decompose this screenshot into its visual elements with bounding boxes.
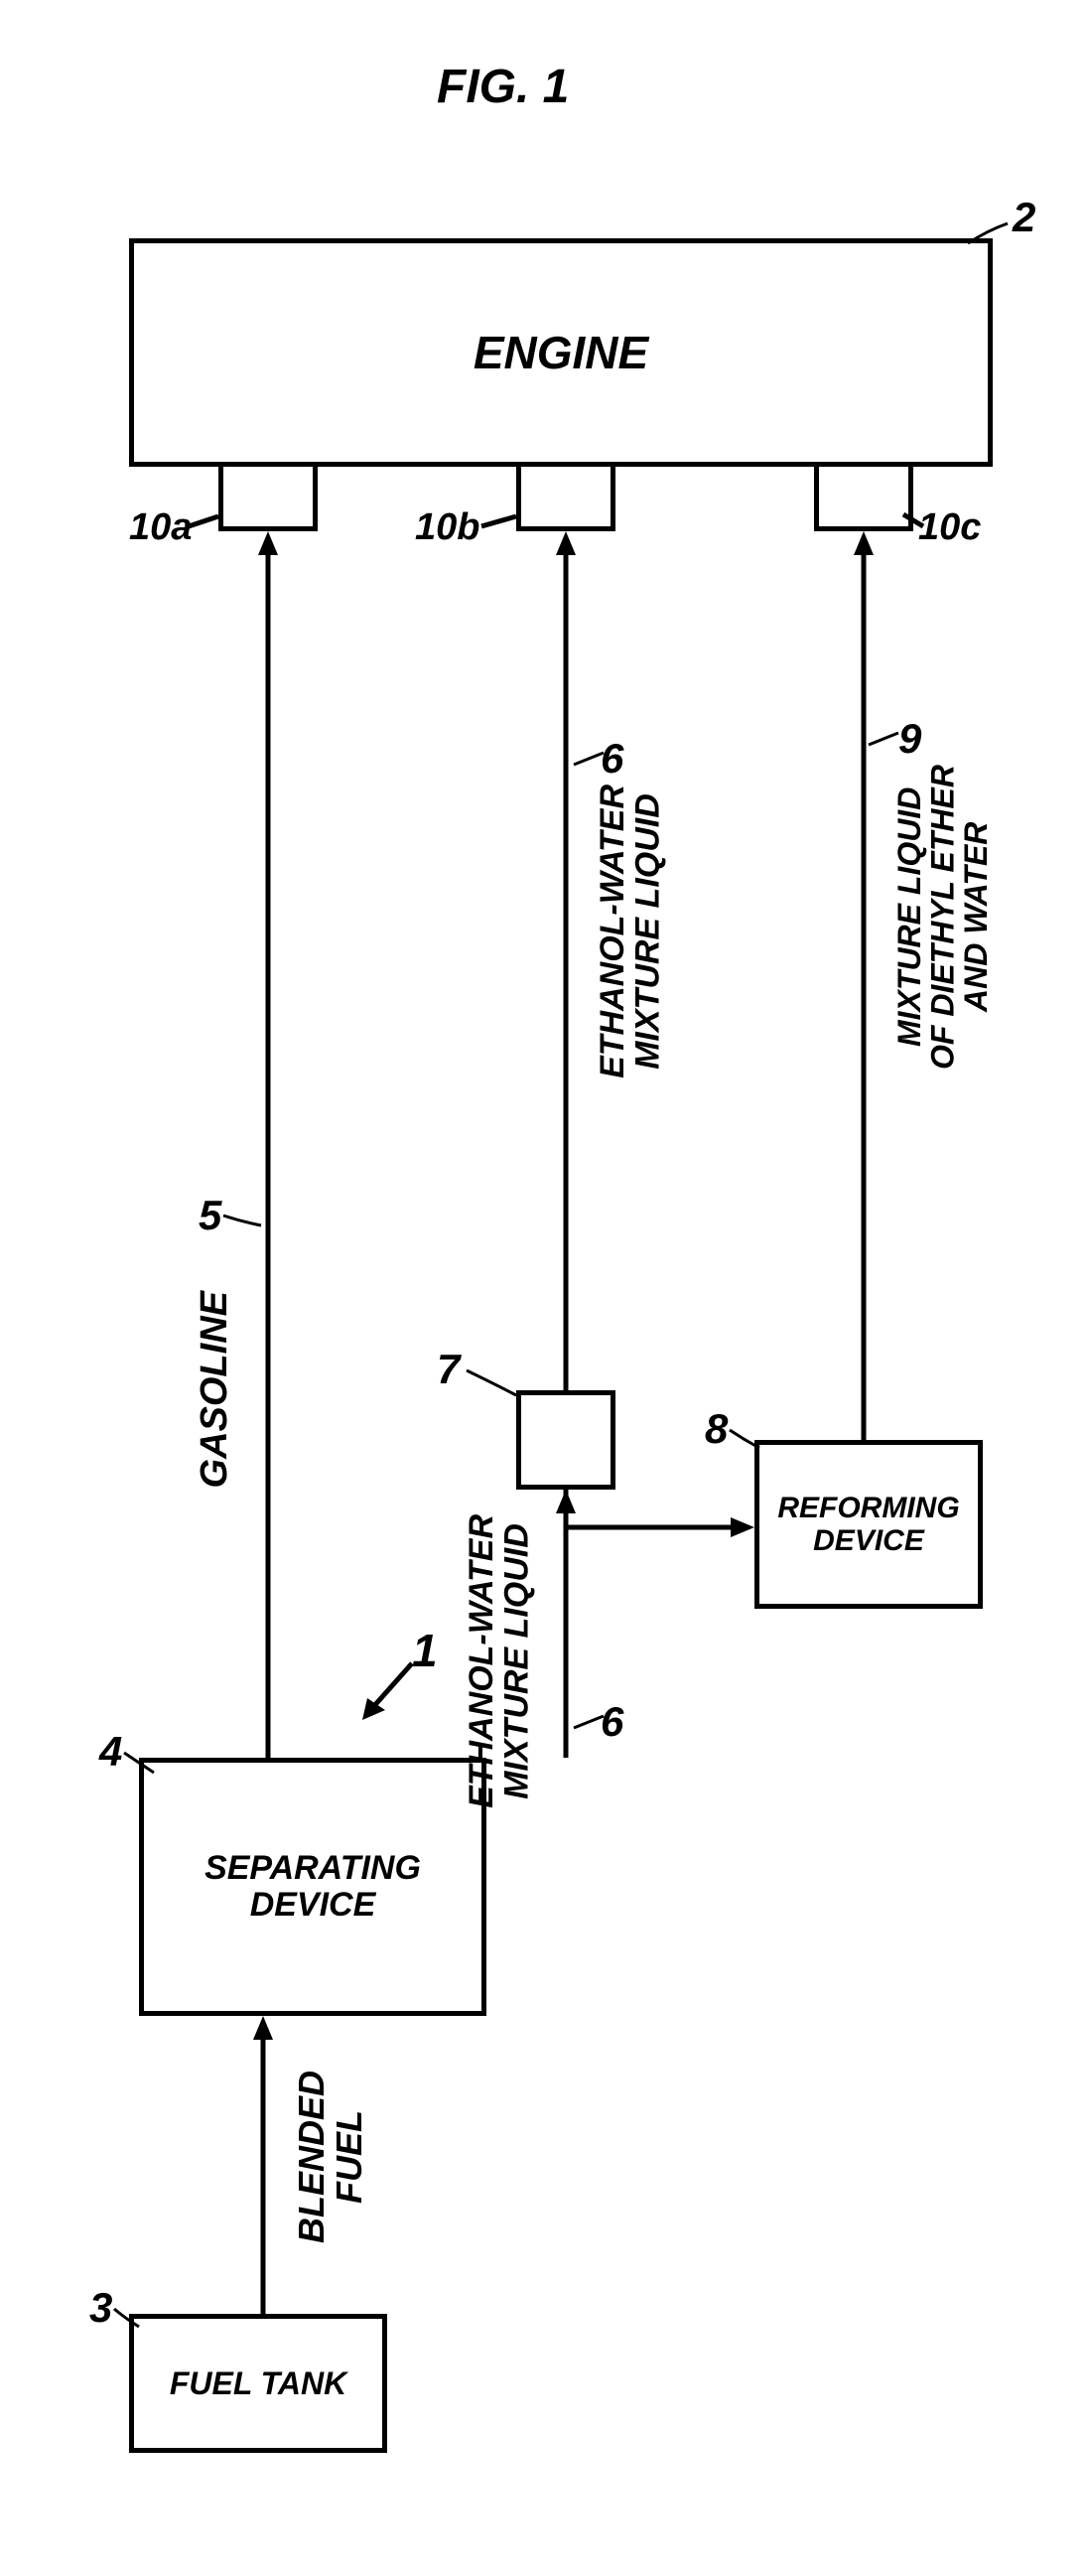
arrow-reform-to-10c bbox=[854, 531, 874, 1445]
injector-10a bbox=[218, 462, 318, 531]
callout-10b: 10b bbox=[415, 506, 479, 549]
callout-4: 4 bbox=[99, 1728, 122, 1776]
leader-9 bbox=[869, 733, 903, 751]
callout-5: 5 bbox=[199, 1192, 221, 1239]
leader-7 bbox=[467, 1370, 521, 1400]
leader-6l bbox=[574, 1716, 609, 1734]
diethyl-ether-label: MIXTURE LIQUID OF DIETHYL ETHER AND WATE… bbox=[893, 765, 994, 1070]
leader-8 bbox=[730, 1430, 769, 1455]
leader-2 bbox=[968, 218, 1027, 248]
figure-title: FIG. 1 bbox=[437, 60, 569, 114]
leader-10c bbox=[903, 514, 933, 534]
leader-3 bbox=[114, 2309, 149, 2334]
arrow-7-to-reform-2 bbox=[561, 1488, 769, 1587]
leader-6u bbox=[574, 753, 609, 771]
callout-7: 7 bbox=[437, 1346, 460, 1393]
junction-7-box bbox=[516, 1390, 615, 1490]
arrow-sep-to-10a bbox=[258, 531, 278, 1763]
fuel-tank-label: FUEL TANK bbox=[170, 2365, 346, 2402]
engine-label: ENGINE bbox=[474, 326, 648, 379]
ethanol-water-label-upper: ETHANOL-WATER MIXTURE LIQUID bbox=[596, 785, 666, 1078]
leader-10a bbox=[189, 516, 228, 536]
arrow-7-to-10b bbox=[556, 531, 576, 1395]
callout-8: 8 bbox=[705, 1405, 728, 1453]
injector-10c bbox=[814, 462, 913, 531]
callout-10a: 10a bbox=[129, 506, 192, 549]
blended-fuel-label: BLENDED FUEL bbox=[293, 2071, 368, 2243]
arrow-fuel-to-sep bbox=[253, 2016, 273, 2324]
engine-box: ENGINE bbox=[129, 238, 993, 467]
reforming-device-box: REFORMING DEVICE bbox=[754, 1440, 983, 1609]
callout-3: 3 bbox=[89, 2284, 112, 2332]
injector-10b bbox=[516, 462, 615, 531]
separating-device-box: SEPARATING DEVICE bbox=[139, 1758, 486, 2016]
leader-5 bbox=[223, 1214, 263, 1233]
leader-1 bbox=[357, 1658, 427, 1728]
leader-4 bbox=[124, 1753, 164, 1778]
leader-10b bbox=[481, 516, 521, 536]
gasoline-label: GASOLINE bbox=[194, 1291, 236, 1488]
diagram-canvas: FIG. 1 ENGINE 2 10a 10b 10c SEPARATING D… bbox=[20, 20, 1088, 2556]
ethanol-water-label-lower: ETHANOL-WATER MIXTURE LIQUID bbox=[465, 1514, 535, 1808]
separating-device-label: SEPARATING DEVICE bbox=[204, 1850, 421, 1925]
fuel-tank-box: FUEL TANK bbox=[129, 2314, 387, 2453]
reforming-device-label: REFORMING DEVICE bbox=[777, 1492, 959, 1557]
